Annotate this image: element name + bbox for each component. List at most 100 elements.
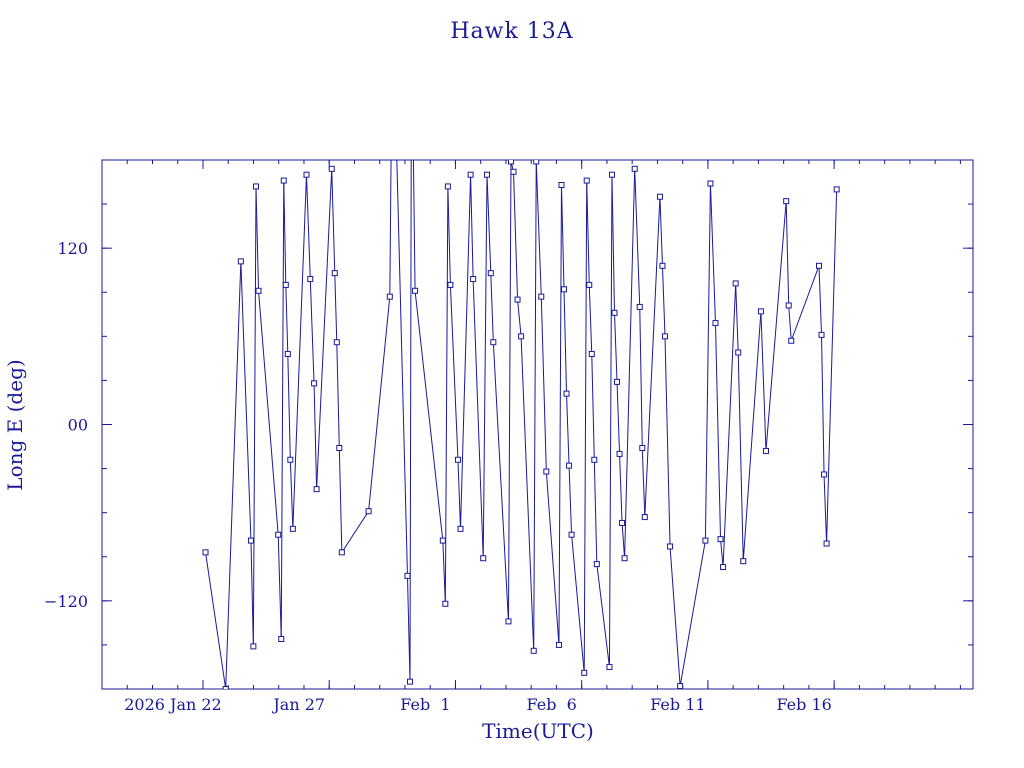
data-point — [487, 270, 494, 277]
data-point — [457, 525, 464, 532]
series-segment — [250, 540, 254, 647]
series-segment — [720, 539, 724, 568]
series-segment — [280, 180, 285, 640]
data-point — [331, 270, 338, 277]
series-segment — [309, 279, 315, 384]
data-point — [490, 339, 497, 346]
data-point — [287, 456, 294, 463]
y-tick-label: −120 — [44, 592, 88, 611]
data-point — [530, 647, 537, 654]
data-point — [606, 663, 613, 670]
data-point — [621, 555, 628, 562]
series-segment — [285, 284, 289, 354]
series-segment — [409, 160, 412, 682]
data-point — [586, 281, 593, 288]
data-point — [818, 331, 825, 338]
data-point — [255, 287, 262, 294]
series-segment — [540, 296, 547, 472]
series-segment — [470, 174, 474, 280]
series-segment — [818, 265, 823, 335]
x-tick-label: Feb 16 — [776, 695, 831, 714]
series-segment — [545, 471, 560, 645]
series-segment — [472, 279, 484, 559]
series-segment — [316, 168, 333, 490]
series-segment — [341, 510, 370, 553]
data-point — [247, 537, 254, 544]
series-segment — [225, 261, 242, 689]
series-segment — [821, 334, 825, 475]
series-segment — [661, 265, 666, 337]
data-point — [328, 165, 335, 172]
series-segment — [785, 201, 790, 306]
data-point — [311, 380, 318, 387]
series-segment — [240, 261, 252, 541]
series-segment — [742, 311, 762, 562]
series-segment — [608, 174, 613, 667]
data-point — [533, 160, 540, 165]
data-point — [614, 378, 621, 385]
series-segment — [709, 183, 716, 324]
tick-labels: 2026 Jan 22 Jan 27 Feb 1 Feb 6 Feb 11 Feb 16 −… — [44, 239, 832, 714]
plot-frame — [101, 159, 974, 690]
data-point — [454, 456, 461, 463]
x-tick-label: 2026 Jan 22 — [124, 695, 222, 714]
series-segment — [289, 459, 294, 529]
series-segment — [591, 353, 595, 460]
data-point — [338, 549, 345, 556]
data-point — [661, 333, 668, 340]
series-segment — [765, 201, 787, 451]
chart-title: Hawk 13A — [450, 19, 573, 44]
data-point — [507, 160, 514, 165]
data-point — [566, 462, 573, 469]
series-segment — [669, 546, 681, 687]
data-point — [788, 337, 795, 344]
data-point — [386, 293, 393, 300]
series-segment — [644, 196, 661, 518]
series-segment — [826, 189, 838, 544]
series-segment — [568, 465, 573, 535]
series-segment — [255, 186, 260, 291]
series-segment — [389, 160, 392, 297]
data-point — [313, 486, 320, 493]
data-point — [412, 287, 419, 294]
data-point — [583, 177, 590, 184]
series-segment — [486, 174, 492, 274]
series-segment — [621, 522, 626, 559]
data-point — [762, 447, 769, 454]
data-point — [717, 536, 724, 543]
data-point — [667, 543, 674, 550]
series-segment — [287, 353, 291, 460]
x-tick-label: Feb 6 — [527, 695, 577, 714]
series-segment — [664, 336, 671, 547]
series-segment — [583, 180, 588, 673]
data-point — [707, 180, 714, 187]
data-point — [505, 618, 512, 625]
data-point — [659, 262, 666, 269]
series-segment — [513, 171, 519, 300]
series-segment — [336, 342, 340, 449]
data-point — [611, 309, 618, 316]
series-segment — [520, 336, 535, 651]
series-segment — [616, 381, 621, 454]
series-segment — [414, 290, 444, 541]
data-point — [558, 181, 565, 188]
y-tick-label: 120 — [57, 239, 88, 258]
data-point — [591, 456, 598, 463]
data-point — [740, 558, 747, 565]
series-segment — [368, 296, 391, 512]
series-segment — [492, 342, 509, 622]
data-point — [833, 186, 840, 193]
series-segment — [788, 305, 792, 341]
data-point — [484, 171, 491, 178]
series-segment — [639, 306, 643, 449]
data-point — [631, 165, 638, 172]
series-segment — [517, 299, 522, 337]
data-point — [307, 276, 314, 283]
series-segment — [490, 273, 494, 343]
series-segment — [823, 474, 828, 544]
series-segment — [571, 534, 585, 673]
series-segment — [737, 352, 744, 562]
data-point — [581, 669, 588, 676]
series-segment — [760, 311, 767, 451]
